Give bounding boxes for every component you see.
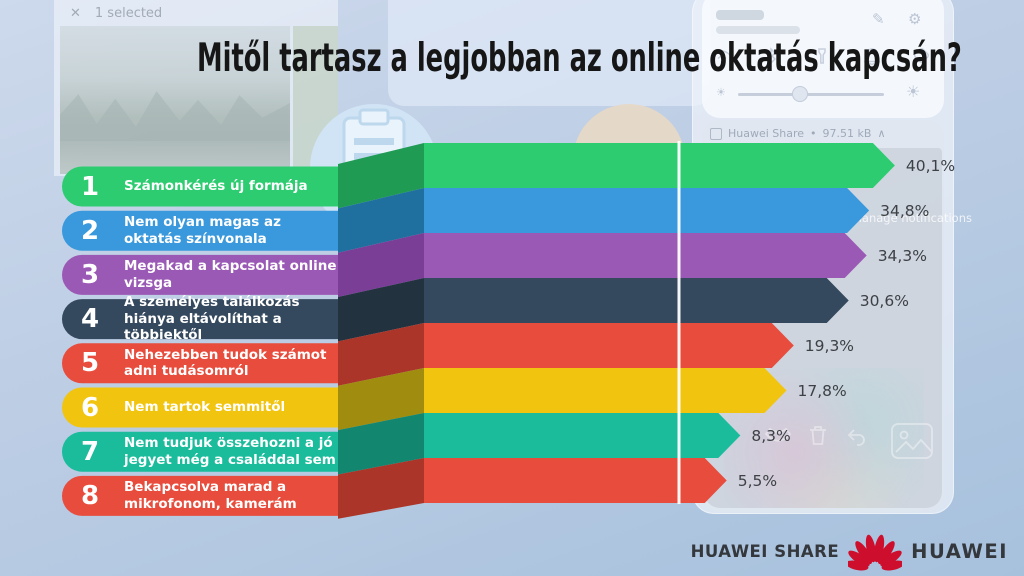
rank-number: 6 xyxy=(80,392,100,423)
bar-segment xyxy=(424,143,895,188)
bar-label: Nem olyan magas az oktatás színvonala xyxy=(124,214,281,247)
bar-label: Megakad a kapcsolat online vizsga xyxy=(124,258,337,291)
bar-segment xyxy=(424,368,787,413)
bar-fold-segment xyxy=(338,368,424,431)
chart-row: 1 Számonkérés új formája xyxy=(62,167,345,207)
chart-row: 3 Megakad a kapcsolat online vizsga xyxy=(62,255,345,295)
huawei-flower-logo xyxy=(848,534,903,571)
rank-number: 1 xyxy=(80,171,100,202)
brightness-slider-knob xyxy=(792,86,808,102)
bar-segment xyxy=(424,413,741,458)
chart-row: 8 Bekapcsolva marad a mikrofonom, kamerám xyxy=(62,476,345,516)
rank-number: 3 xyxy=(80,259,100,290)
value-label: 17,8% xyxy=(797,381,847,400)
chart-row: 6 Nem tartok semmitől xyxy=(62,388,345,428)
bar-fold-segment xyxy=(338,413,424,475)
bar-capsule xyxy=(62,387,362,428)
brightness-low-icon: ☀ xyxy=(716,86,726,99)
close-icon: ✕ xyxy=(70,5,81,21)
preview-action-icons xyxy=(764,423,933,459)
gallery-header: ✕ 1 selected xyxy=(70,3,162,23)
huawei-share-notification: Huawei Share • 97.51 kB ∧ xyxy=(710,127,886,140)
nfc-icon xyxy=(914,48,929,63)
bar-segment xyxy=(424,323,794,368)
bar-label: Nem tudjuk összehozni a jó jegyet még a … xyxy=(124,435,336,468)
bar-capsule xyxy=(62,299,362,340)
quick-settings-icons xyxy=(713,47,929,66)
page-title: Mitől tartasz a legjobban az online okta… xyxy=(197,36,962,81)
value-label: 40,1% xyxy=(905,156,956,175)
rank-number: 5 xyxy=(80,348,100,379)
bar-capsule xyxy=(62,343,362,384)
value-label: 34,8% xyxy=(880,201,930,220)
value-label: 19,3% xyxy=(804,336,855,355)
bar-capsule xyxy=(62,166,362,207)
notification-size: 97.51 kB xyxy=(822,127,872,140)
rank-number: 8 xyxy=(80,480,100,511)
bar-segment xyxy=(424,278,849,323)
trash-icon xyxy=(810,426,826,445)
chart-row: 5 Nehezebben tudok számot adni tudásomról xyxy=(62,343,345,383)
background-card xyxy=(388,0,710,106)
bluetooth-icon xyxy=(766,47,777,65)
gear-icon: ⚙ xyxy=(908,10,922,28)
gallery-photo-thumbnail xyxy=(60,26,290,174)
chevron-up-icon: ∧ xyxy=(877,127,886,140)
value-label: 34,3% xyxy=(877,246,927,265)
bar-capsule xyxy=(62,210,362,251)
app-icon xyxy=(710,127,722,140)
rank-number: 2 xyxy=(80,215,100,246)
bar-label: A személyes találkozás hiánya eltávolíth… xyxy=(124,294,300,344)
wifi-icon xyxy=(713,50,731,64)
bar-capsule xyxy=(62,475,362,516)
bar-fold-segment xyxy=(338,323,424,386)
value-label: 8,3% xyxy=(751,426,791,445)
bar-fold-segment xyxy=(338,458,424,519)
footer-branding: HUAWEI SHARE HUAWEI xyxy=(691,531,1008,571)
pencil-icon: ✎ xyxy=(872,10,885,28)
bar-fold-segment xyxy=(338,233,424,298)
bar-label: Nehezebben tudok számot adni tudásomról xyxy=(124,346,327,380)
clock-placeholder xyxy=(716,10,764,20)
chart-row: 4 A személyes találkozás hiánya eltávolít… xyxy=(62,294,345,343)
share-icon xyxy=(847,429,865,446)
flashlight-icon xyxy=(818,48,826,64)
bar-capsule xyxy=(62,431,362,472)
rank-number: 7 xyxy=(80,436,100,467)
bar-segment xyxy=(424,458,727,503)
bar-label: Bekapcsolva marad a mikrofonom, kamerám xyxy=(124,479,297,512)
notification-separator: • xyxy=(810,127,817,140)
rank-number: 4 xyxy=(80,304,100,335)
brightness-high-icon: ☀ xyxy=(906,82,921,101)
bar-segment xyxy=(424,233,867,278)
brightness-slider-track xyxy=(738,93,884,96)
phone-icon xyxy=(764,427,792,442)
bell-icon xyxy=(863,48,881,66)
bar-fold-segment xyxy=(338,278,424,342)
gallery-icon xyxy=(891,423,933,459)
date-placeholder xyxy=(716,26,800,34)
chart-row: 2 Nem olyan magas az oktatás színvonala xyxy=(62,211,345,251)
notification-app-name: Huawei Share xyxy=(728,127,805,140)
bar-fold-segment xyxy=(338,188,424,253)
bar-label: Nem tartok semmitől xyxy=(124,399,286,416)
manage-notifications-label: Manage notifications xyxy=(852,211,972,225)
bar-label: Számonkérés új formája xyxy=(124,178,308,195)
value-label: 30,6% xyxy=(859,291,909,310)
huawei-wordmark: HUAWEI xyxy=(911,539,1008,563)
huawei-share-wordmark: HUAWEI SHARE xyxy=(690,541,840,561)
chart-row: 7 Nem tudjuk összehozni a jó jegyet még a… xyxy=(62,432,345,472)
bar-segment xyxy=(424,188,870,233)
bar-fold-segment xyxy=(338,143,424,209)
gallery-selected-count: 1 selected xyxy=(94,5,163,21)
bar-capsule xyxy=(62,254,362,295)
value-label: 5,5% xyxy=(737,471,778,490)
